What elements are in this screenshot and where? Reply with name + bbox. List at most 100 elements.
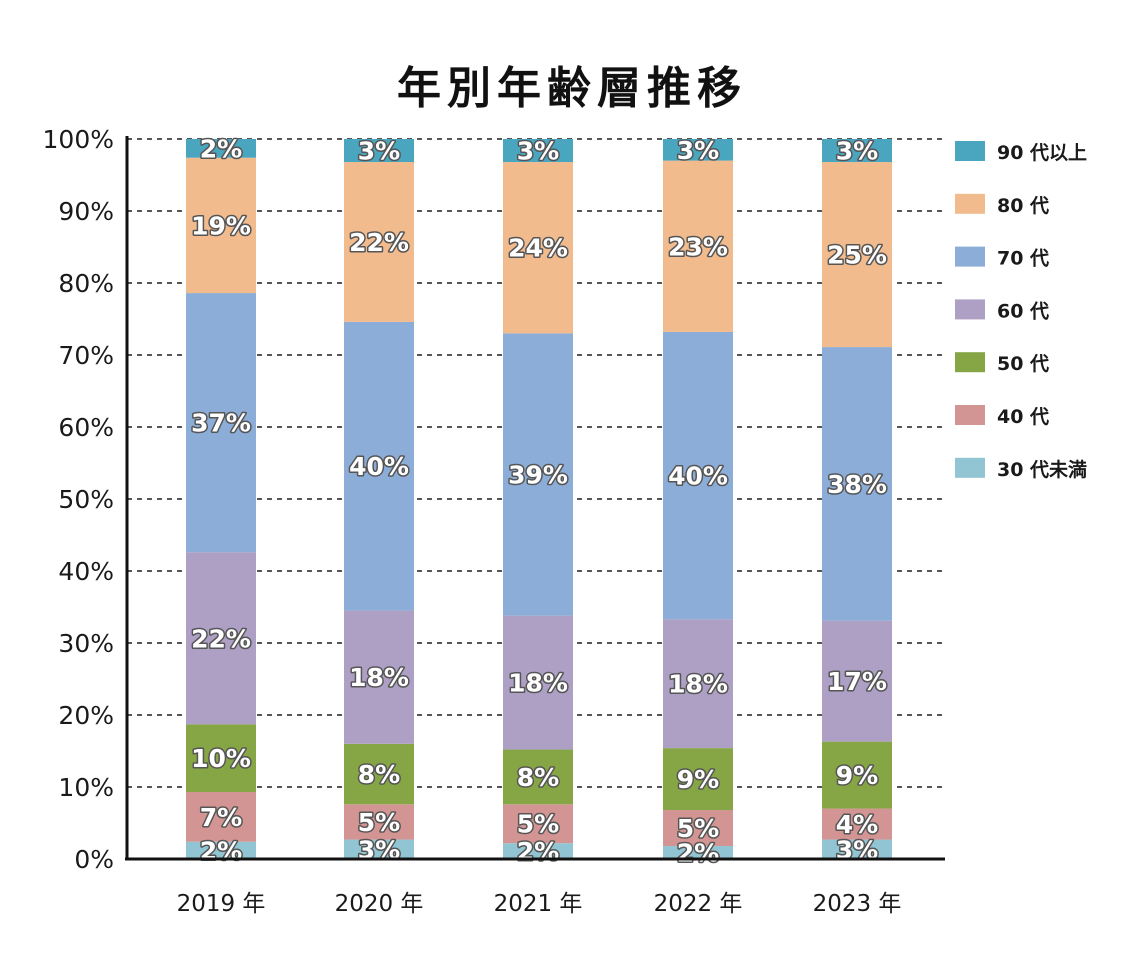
legend-label: 70 代: [997, 248, 1049, 270]
bar-segment: [663, 331, 733, 620]
y-tick-label: 100%: [43, 125, 114, 154]
data-label: 18%: [349, 663, 409, 692]
data-label: 10%: [191, 744, 251, 773]
data-label: 24%: [508, 234, 568, 263]
legend-swatch: [955, 352, 985, 373]
data-label: 3%: [836, 137, 878, 166]
data-label: 8%: [517, 763, 559, 792]
data-label: 23%: [668, 232, 728, 261]
bar-segment: [344, 139, 414, 163]
bar-segment: [822, 139, 892, 163]
x-tick-label: 2021 年: [494, 891, 583, 917]
bar-segment: [344, 162, 414, 322]
bar-segment: [503, 615, 573, 750]
data-label: 5%: [358, 808, 400, 837]
bar-segment: [344, 804, 414, 840]
data-label: 22%: [349, 228, 409, 257]
data-label: 2%: [517, 837, 559, 866]
bar-segment: [503, 162, 573, 334]
bar-segment: [663, 846, 733, 859]
legend-label: 50 代: [997, 353, 1049, 375]
y-tick-label: 60%: [58, 413, 114, 442]
bar-segment: [663, 160, 733, 332]
bar-segment: [822, 347, 892, 621]
y-tick-label: 20%: [58, 701, 114, 730]
bar-segment: [186, 139, 256, 158]
y-tick-label: 70%: [58, 341, 114, 370]
y-tick-label: 10%: [58, 773, 114, 802]
data-label: 5%: [677, 814, 719, 843]
data-label: 40%: [668, 462, 728, 491]
bar-segment: [503, 804, 573, 844]
bar-segment: [822, 162, 892, 348]
bar-segment: [186, 157, 256, 294]
bar-segment: [344, 321, 414, 611]
bar-segment: [663, 619, 733, 749]
data-label: 3%: [358, 137, 400, 166]
legend-label: 40 代: [997, 406, 1049, 428]
data-label: 17%: [827, 667, 887, 696]
data-label: 4%: [836, 810, 878, 839]
bar-segment: [186, 293, 256, 553]
data-label: 2%: [677, 839, 719, 868]
data-label: 40%: [349, 452, 409, 481]
bar-segment: [822, 839, 892, 859]
bar-segment: [822, 808, 892, 840]
data-label: 25%: [827, 241, 887, 270]
bar-segment: [822, 741, 892, 809]
bar-segment: [344, 610, 414, 744]
bar-segment: [663, 748, 733, 811]
data-label: 19%: [191, 211, 251, 240]
y-tick-label: 90%: [58, 197, 114, 226]
x-tick-label: 2019 年: [177, 891, 266, 917]
bar-segment: [186, 792, 256, 842]
data-label: 39%: [508, 461, 568, 490]
x-tick-label: 2022 年: [654, 891, 743, 917]
bar-segment: [503, 749, 573, 805]
bar-segment: [344, 743, 414, 805]
legend-swatch: [955, 246, 985, 267]
bar-segment: [663, 810, 733, 847]
bars: [186, 139, 892, 859]
legend-label: 80 代: [997, 195, 1049, 217]
bar-segment: [822, 620, 892, 742]
bar-segment: [186, 724, 256, 793]
y-tick-label: 50%: [58, 485, 114, 514]
data-label: 18%: [668, 670, 728, 699]
data-label: 2%: [200, 836, 242, 865]
y-tick-label: 80%: [58, 269, 114, 298]
y-axis: 0% 10% 20% 30% 40% 50% 60% 70% 80% 90% 100%: [43, 125, 129, 874]
legend-swatch: [955, 405, 985, 425]
data-label: 2%: [200, 134, 242, 163]
data-label: 3%: [677, 136, 719, 165]
legend-label: 60 代: [997, 300, 1049, 322]
legend-label: 30 代未満: [997, 458, 1087, 481]
chart-title: 年別年齢層推移: [397, 63, 747, 114]
legend-label: 90 代以上: [997, 142, 1087, 164]
data-label: 8%: [358, 760, 400, 789]
data-label: 37%: [191, 409, 251, 438]
bar-segment: [503, 139, 573, 163]
x-tick-label: 2020 年: [335, 891, 424, 917]
data-label: 22%: [191, 624, 251, 653]
y-tick-label: 40%: [58, 557, 114, 586]
data-label: 9%: [836, 761, 878, 790]
data-label: 38%: [827, 470, 887, 499]
x-tick-label: 2023 年: [813, 891, 902, 917]
data-label: 5%: [517, 810, 559, 839]
bar-segment: [186, 841, 256, 859]
legend-swatch: [955, 141, 985, 161]
bar-segment: [503, 333, 573, 616]
data-label: 18%: [508, 669, 568, 698]
bar-segment: [186, 552, 256, 725]
legend-swatch: [955, 299, 985, 320]
bar-segment: [503, 843, 573, 859]
gridlines: [127, 138, 945, 788]
data-labels: 2%7%10%22%37%19%2%3%5%8%18%40%22%3%2%5%8…: [190, 133, 889, 869]
legend-swatch: [955, 193, 985, 214]
bar-segment: [663, 139, 733, 161]
y-tick-label: 30%: [58, 629, 114, 658]
bar-segment: [344, 839, 414, 859]
legend-swatch: [955, 457, 985, 478]
